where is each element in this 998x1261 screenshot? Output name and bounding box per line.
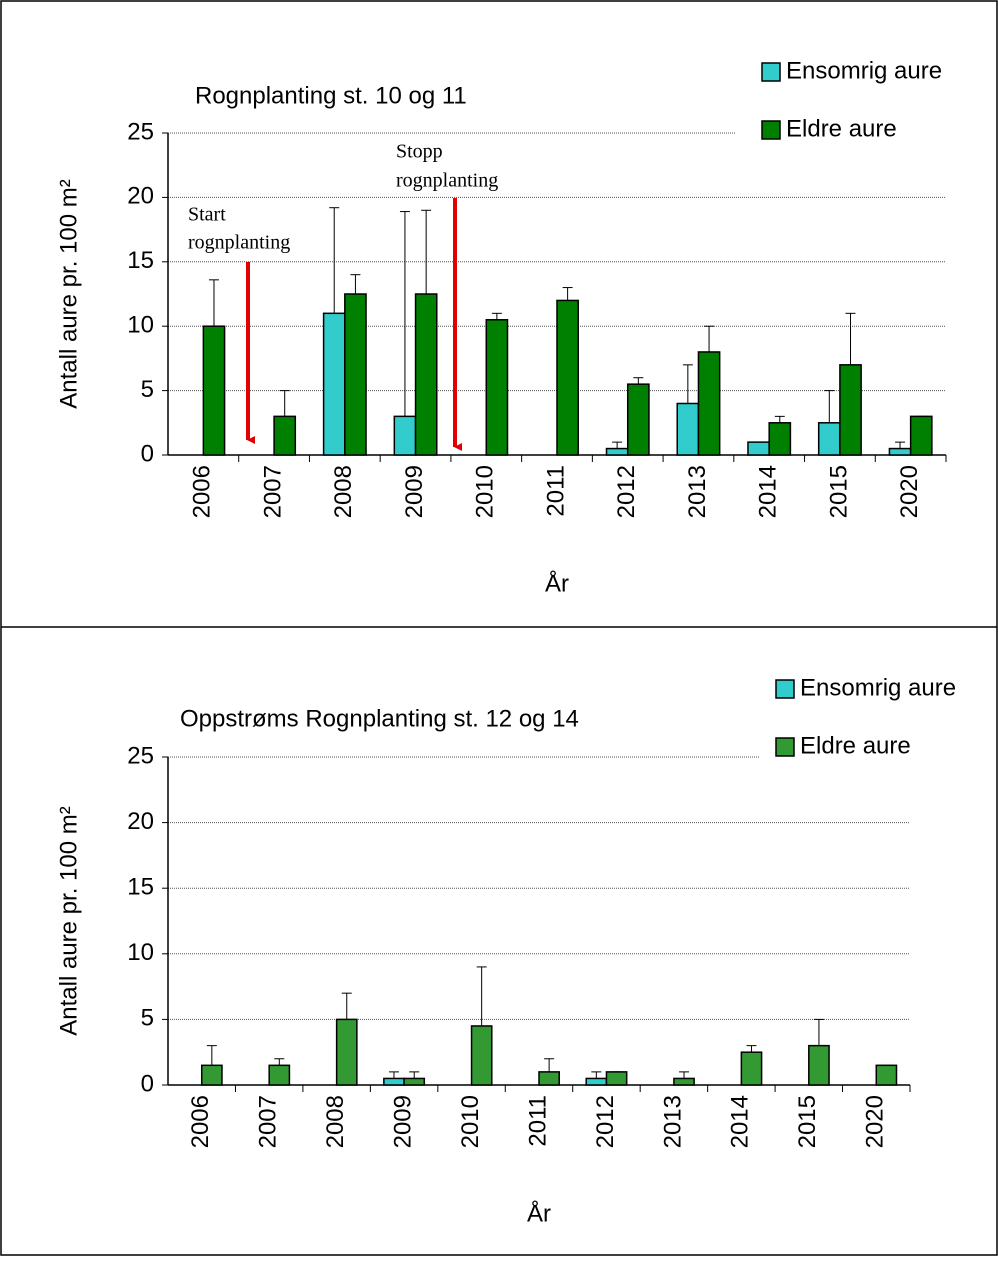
x-tick-label: 2009 xyxy=(389,1095,416,1148)
bar xyxy=(605,447,629,456)
bar xyxy=(485,319,509,456)
y-axis-title: Antall aure pr. 100 m² xyxy=(55,806,82,1035)
x-tick-label: 2010 xyxy=(472,465,499,518)
legend-swatch xyxy=(761,62,781,82)
bar xyxy=(403,1077,426,1086)
bar xyxy=(676,402,700,456)
bar xyxy=(556,299,579,456)
x-tick-label: 2015 xyxy=(825,465,852,518)
y-tick-label: 20 xyxy=(127,808,154,835)
bar xyxy=(697,351,721,456)
x-tick-label: 2015 xyxy=(794,1095,821,1148)
x-tick-label: 2009 xyxy=(401,465,428,518)
y-tick-label: 0 xyxy=(141,440,154,467)
legend-label: Eldre aure xyxy=(800,732,911,759)
bar xyxy=(200,1064,223,1086)
bar xyxy=(768,422,792,456)
legend-label: Eldre aure xyxy=(786,115,897,142)
bar xyxy=(538,1071,560,1086)
legend-swatch xyxy=(775,737,795,757)
y-tick-label: 5 xyxy=(141,1005,154,1032)
annotation: Stopp xyxy=(396,141,443,163)
bar xyxy=(909,415,933,456)
x-tick-label: 2007 xyxy=(259,465,286,518)
annotation: rognplanting xyxy=(396,170,498,192)
legend-swatch xyxy=(761,120,781,140)
chart-title: Oppstrøms Rognplanting st. 12 og 14 xyxy=(180,705,579,732)
bar xyxy=(626,383,650,456)
legend-swatch xyxy=(775,679,795,699)
bar xyxy=(875,1064,898,1086)
bar xyxy=(585,1077,608,1086)
bar xyxy=(888,447,912,456)
bar xyxy=(414,293,438,456)
y-tick-label: 10 xyxy=(127,939,154,966)
bar xyxy=(747,441,770,456)
x-tick-label: 2013 xyxy=(684,465,711,518)
x-tick-label: 2011 xyxy=(542,465,569,517)
x-tick-label: 2007 xyxy=(255,1095,282,1148)
x-tick-label: 2006 xyxy=(187,1095,214,1148)
x-tick-label: 2013 xyxy=(659,1095,686,1148)
bar xyxy=(273,415,297,456)
y-tick-label: 10 xyxy=(127,312,154,339)
bar xyxy=(808,1044,830,1086)
bar xyxy=(470,1025,493,1086)
bar xyxy=(740,1051,763,1086)
y-tick-label: 15 xyxy=(127,874,154,901)
bar xyxy=(268,1064,291,1086)
bar xyxy=(335,1018,358,1086)
y-tick-label: 25 xyxy=(127,742,154,769)
y-tick-label: 0 xyxy=(141,1070,154,1097)
annotation: rognplanting xyxy=(188,232,290,254)
x-tick-label: 2006 xyxy=(189,465,216,518)
bar xyxy=(322,312,346,456)
bar xyxy=(673,1077,695,1086)
bar xyxy=(817,422,841,456)
x-tick-label: 2014 xyxy=(727,1095,754,1148)
x-axis-title: År xyxy=(545,569,569,597)
x-tick-label: 2012 xyxy=(592,1095,619,1148)
legend-label: Ensomrig aure xyxy=(800,674,956,701)
bar xyxy=(839,364,862,456)
y-tick-label: 20 xyxy=(127,183,154,210)
bar xyxy=(202,325,226,456)
x-tick-label: 2020 xyxy=(896,465,923,518)
x-tick-label: 2014 xyxy=(755,465,782,518)
y-tick-label: 25 xyxy=(127,118,154,145)
y-tick-label: 15 xyxy=(127,247,154,274)
x-axis-title: År xyxy=(527,1199,551,1227)
x-tick-label: 2012 xyxy=(613,465,640,518)
annotation: Start xyxy=(188,204,226,226)
bar xyxy=(393,415,417,456)
y-axis-title: Antall aure pr. 100 m² xyxy=(55,179,82,408)
bar xyxy=(344,293,367,456)
y-tick-label: 5 xyxy=(141,376,154,403)
x-tick-label: 2008 xyxy=(330,465,357,518)
bar xyxy=(605,1071,628,1086)
x-tick-label: 2010 xyxy=(457,1095,484,1148)
legend-label: Ensomrig aure xyxy=(786,57,942,84)
chart-title: Rognplanting st. 10 og 11 xyxy=(195,82,467,109)
x-tick-label: 2020 xyxy=(862,1095,889,1148)
x-tick-label: 2008 xyxy=(322,1095,349,1148)
bar xyxy=(383,1077,405,1086)
x-tick-label: 2011 xyxy=(524,1095,551,1147)
